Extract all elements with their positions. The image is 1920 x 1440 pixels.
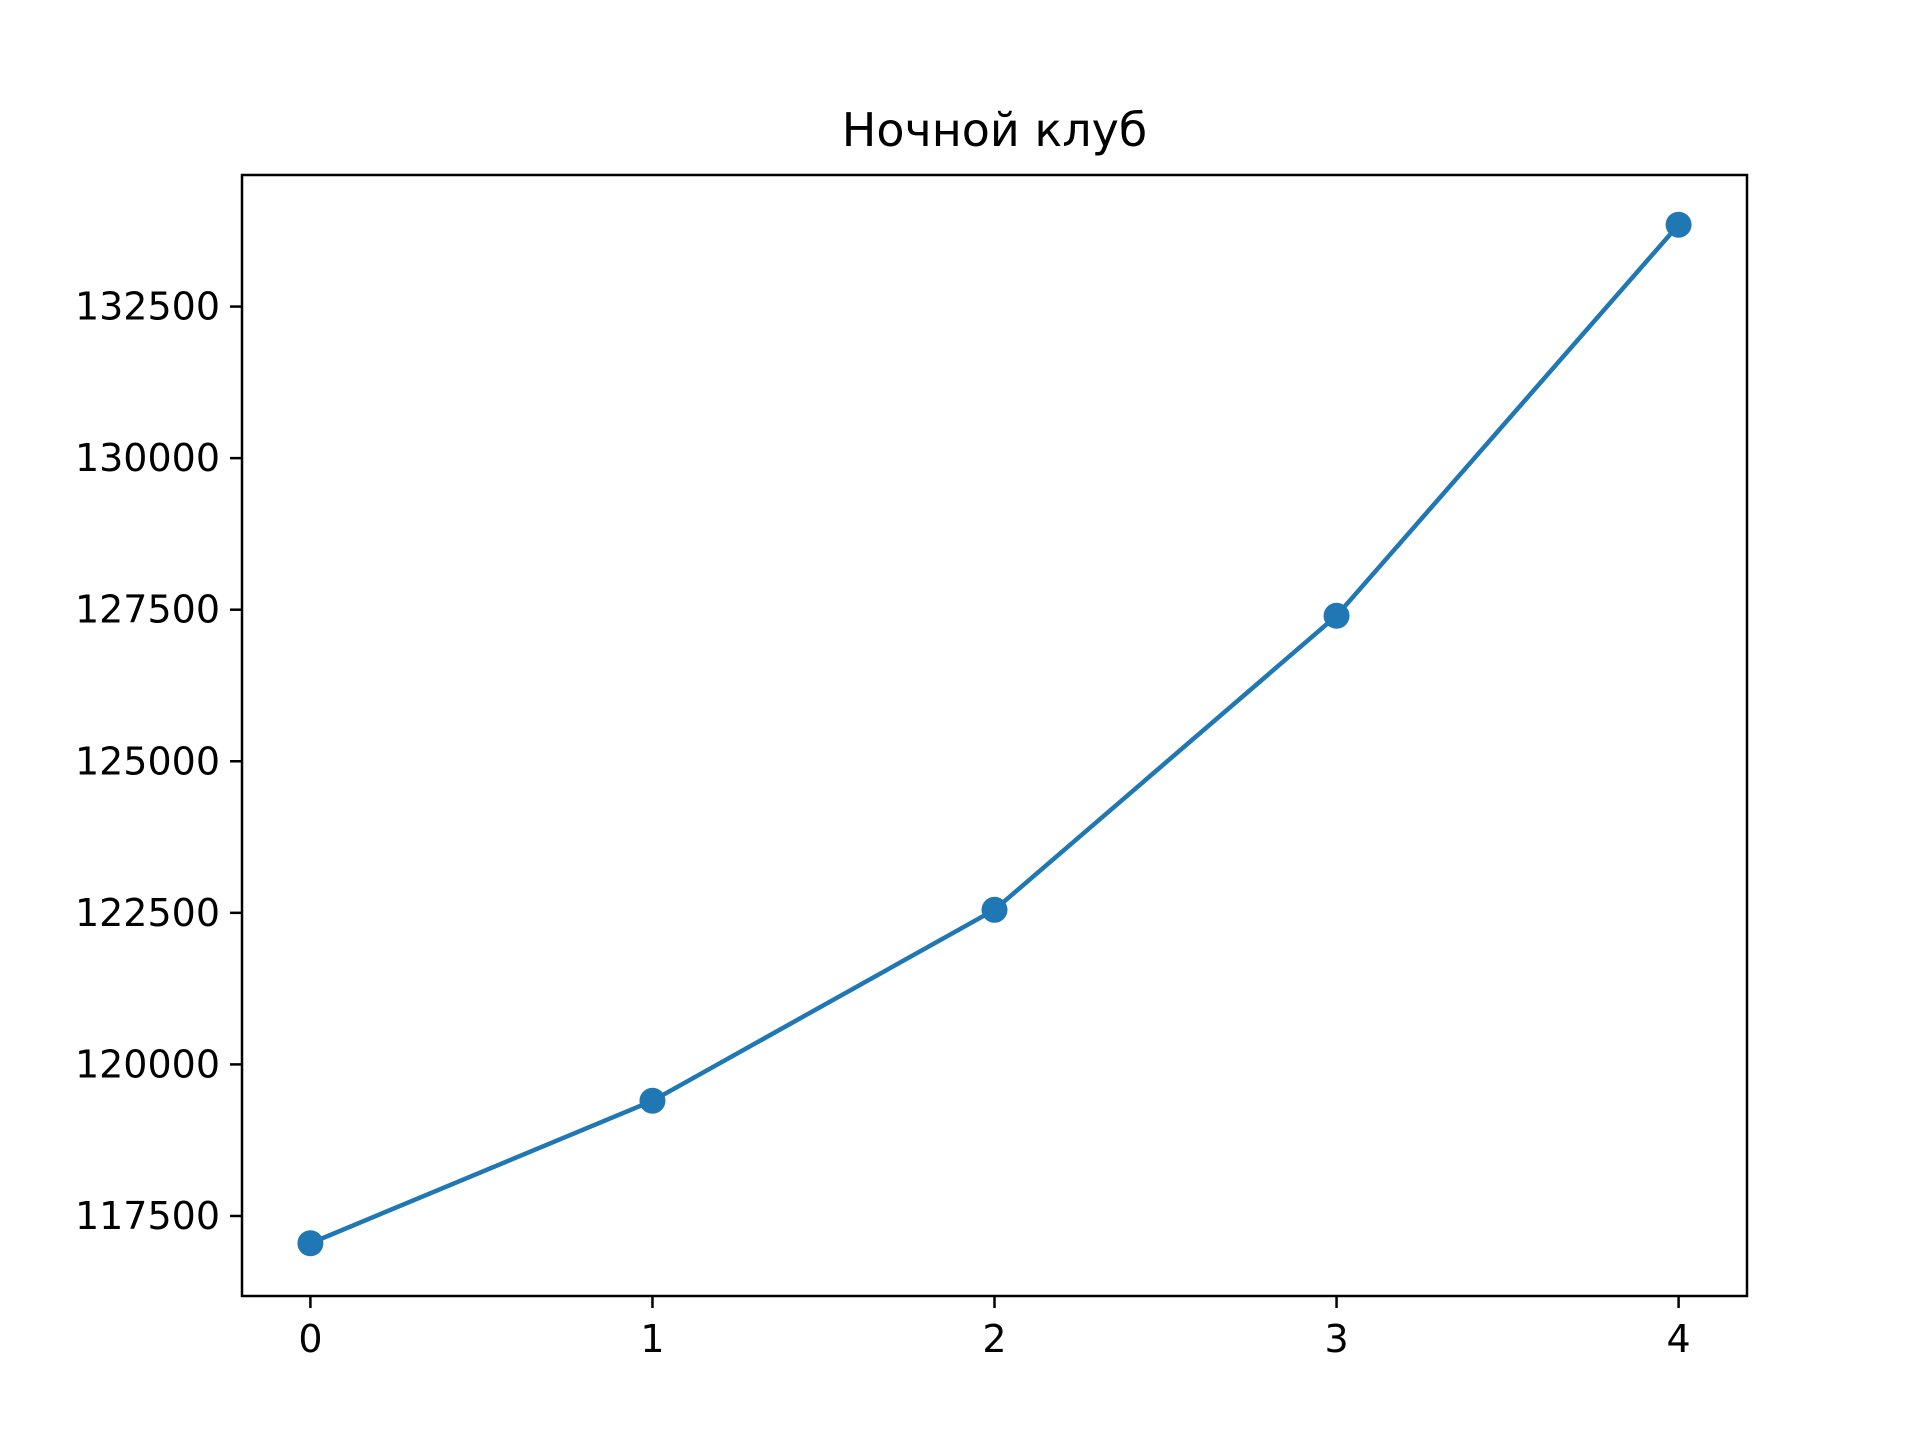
y-tick-label: 125000 [75,739,220,783]
chart-title: Ночной клуб [842,103,1147,157]
x-tick-label: 1 [640,1317,664,1361]
x-axis: 0 1 2 3 4 [298,1296,1691,1361]
series-layer [297,211,1692,1257]
plot-frame [240,173,1749,1298]
data-point [639,1087,666,1114]
y-tick-label: 132500 [75,285,220,329]
y-tick-label: 122500 [75,891,220,935]
x-tick-label: 0 [298,1317,322,1361]
y-tick-label: 127500 [75,588,220,632]
data-point [297,1230,324,1257]
data-point [1665,211,1692,238]
y-tick-label: 130000 [75,436,220,480]
y-tick-label: 120000 [75,1042,220,1086]
x-tick-label: 2 [982,1317,1006,1361]
x-tick-label: 4 [1666,1317,1690,1361]
x-tick-label: 3 [1324,1317,1348,1361]
data-point [981,896,1008,923]
data-point [1323,602,1350,629]
y-tick-label: 117500 [75,1194,220,1238]
y-axis: 117500 120000 122500 125000 127500 130000 1325… [75,285,242,1238]
